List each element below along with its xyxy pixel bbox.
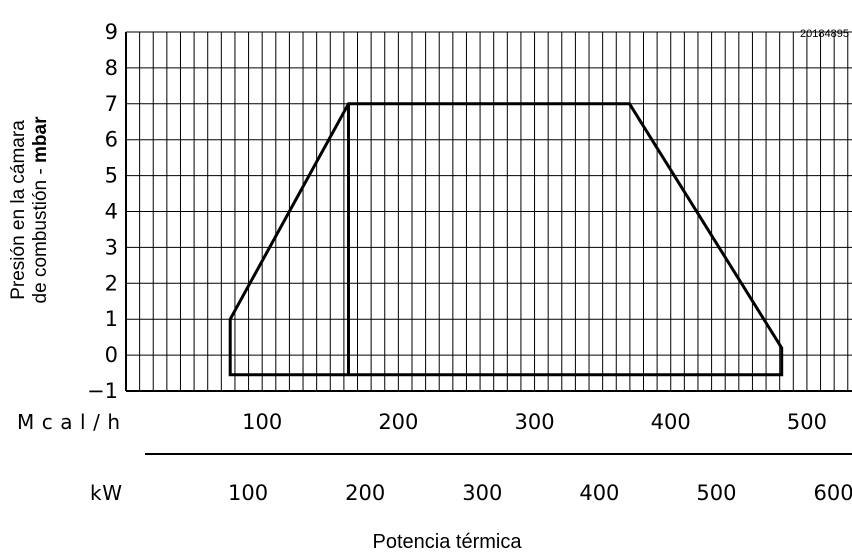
x-tick-label-kw: 200: [345, 481, 385, 505]
x-tick-label-mcal: 100: [242, 410, 282, 434]
y-tick-label: 6: [105, 128, 118, 152]
x-axis-label: Potencia térmica: [373, 531, 523, 553]
y-tick-labels: 9 8 7 6 5 4 3 2 1 0 −1: [87, 20, 118, 403]
unit-kw-label: kW: [90, 481, 122, 505]
y-tick-label: 9: [105, 20, 118, 44]
axes: [125, 32, 852, 455]
x-tick-label-mcal: 400: [651, 410, 691, 434]
y-tick-label: 7: [105, 92, 118, 116]
y-tick-label: −1: [87, 379, 118, 403]
y-tick-label: 4: [105, 200, 118, 224]
y-axis-label-line2-text: de combustión -: [30, 163, 51, 303]
x-tick-label-mcal: 500: [787, 410, 827, 434]
x-tick-label-kw: 600: [814, 481, 852, 505]
series-envelope: [228, 102, 784, 377]
y-tick-label: 3: [105, 235, 118, 259]
chart-code: 20184895: [800, 28, 849, 40]
y-axis-label-line2: de combustión - mbar: [30, 116, 51, 304]
unit-mcal-label: Mcal/h: [17, 410, 120, 434]
y-axis-label: Presión en la cámara de combustión - mba…: [8, 116, 51, 304]
x-tick-labels: 100 200 300 400 500 100 200 300 400 500 600: [228, 410, 852, 505]
x-tick-label-kw: 400: [579, 481, 619, 505]
y-tick-label: 0: [105, 343, 118, 367]
grid: [126, 31, 852, 392]
x-tick-label-kw: 300: [462, 481, 502, 505]
y-axis-label-unit: mbar: [30, 116, 51, 163]
y-tick-label: 8: [105, 56, 118, 80]
x-tick-label-mcal: 300: [515, 410, 555, 434]
y-tick-label: 5: [105, 164, 118, 188]
y-tick-label: 1: [105, 307, 118, 331]
y-tick-label: 2: [105, 271, 118, 295]
x-tick-label-kw: 100: [228, 481, 268, 505]
y-axis-label-line1: Presión en la cámara: [8, 120, 29, 300]
x-tick-label-mcal: 200: [378, 410, 418, 434]
x-tick-label-kw: 500: [696, 481, 736, 505]
series: [228, 102, 784, 377]
